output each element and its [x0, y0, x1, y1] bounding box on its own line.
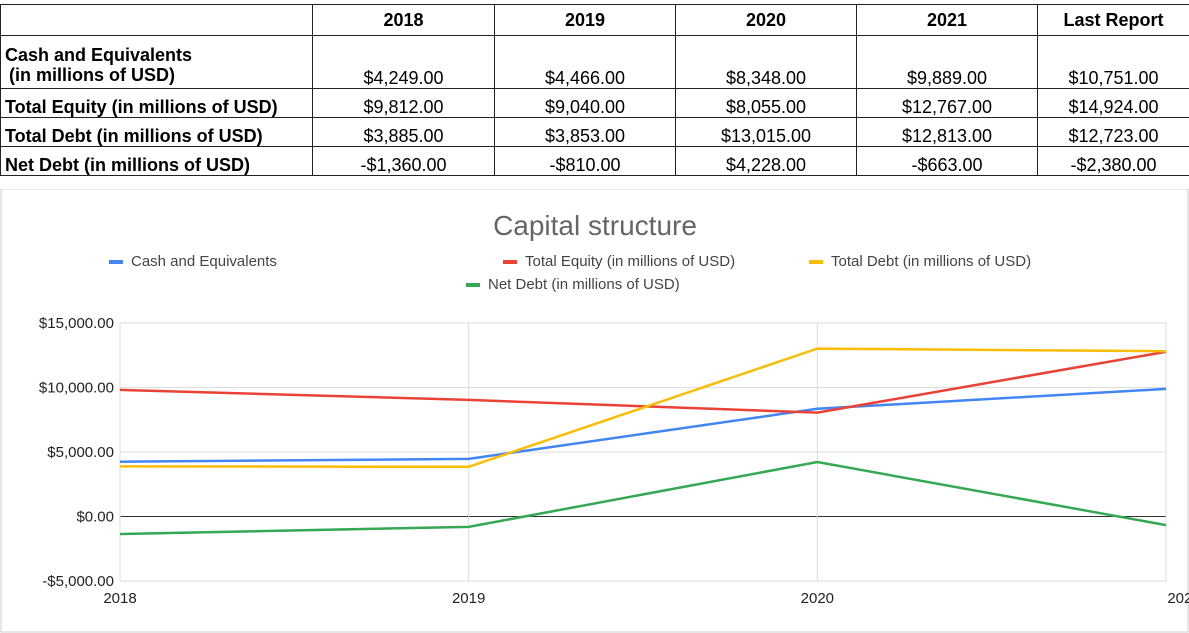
x-tick-label: 2020	[801, 590, 834, 607]
table-cell: $12,723.00	[1037, 117, 1189, 147]
y-tick-label: $10,000.00	[39, 380, 114, 397]
y-tick-label: $0.00	[76, 509, 114, 526]
x-axis: 2018 2019 2020 2021	[103, 590, 1189, 607]
table-cell: $12,813.00	[856, 117, 1038, 147]
table-cell: $9,889.00	[856, 35, 1038, 89]
table-cell: $10,751.00	[1037, 35, 1189, 89]
row-label: Total Debt (in millions of USD)	[0, 117, 313, 147]
y-axis: $15,000.00 $10,000.00 $5,000.00 $0.00 -$5,00…	[39, 315, 114, 590]
column-header: Last Report	[1037, 4, 1189, 36]
table-cell: $13,015.00	[675, 117, 857, 147]
x-tick-label: 2018	[103, 590, 136, 607]
legend-label: Cash and Equivalents	[131, 253, 277, 270]
x-tick-label: 2021	[1167, 590, 1189, 607]
legend-label: Total Equity (in millions of USD)	[525, 253, 735, 270]
y-tick-label: -$5,000.00	[42, 573, 114, 590]
chart-legend: Cash and Equivalents Total Equity (in mil…	[109, 253, 1031, 293]
series-line	[119, 347, 1167, 469]
table-row: Cash and Equivalents (in millions of USD…	[0, 35, 1189, 89]
table-cell: $4,466.00	[494, 35, 676, 89]
legend-swatch	[466, 283, 480, 287]
table-cell: -$2,380.00	[1037, 146, 1189, 176]
header-corner-cell	[0, 4, 313, 36]
table-cell: $3,885.00	[312, 117, 495, 147]
table-cell: $9,040.00	[494, 88, 676, 118]
table-row: Total Equity (in millions of USD) $9,812…	[0, 88, 1189, 118]
legend-swatch	[503, 260, 517, 264]
table-cell: -$663.00	[856, 146, 1038, 176]
series-line	[119, 460, 1167, 536]
table-cell: $8,348.00	[675, 35, 857, 89]
y-tick-label: $5,000.00	[47, 444, 114, 461]
x-tick-label: 2019	[452, 590, 485, 607]
chart-title: Capital structure	[493, 210, 697, 241]
row-label: Total Equity (in millions of USD)	[0, 88, 313, 118]
table-cell: $4,249.00	[312, 35, 495, 89]
table-cell: $3,853.00	[494, 117, 676, 147]
legend-swatch	[809, 260, 823, 264]
table-cell: -$810.00	[494, 146, 676, 176]
table-cell: $4,228.00	[675, 146, 857, 176]
chart-grid	[119, 322, 1167, 582]
legend-label: Total Debt (in millions of USD)	[831, 253, 1031, 270]
capital-structure-chart: Capital structure Cash and Equivalents To…	[0, 189, 1189, 633]
table-row: Net Debt (in millions of USD) -$1,360.00…	[0, 146, 1189, 176]
table-cell: -$1,360.00	[312, 146, 495, 176]
column-header: 2020	[675, 4, 857, 36]
table-cell: $12,767.00	[856, 88, 1038, 118]
financial-table: 2018 2019 2020 2021 Last Report Cash and…	[0, 4, 1189, 176]
row-label: Cash and Equivalents (in millions of USD…	[0, 35, 313, 89]
row-label-line: Cash and Equivalents	[5, 45, 193, 65]
series-line	[119, 350, 1167, 414]
row-label-line: (in millions of USD)	[9, 65, 175, 85]
y-tick-label: $15,000.00	[39, 315, 114, 332]
series-line	[119, 387, 1167, 463]
table-cell: $9,812.00	[312, 88, 495, 118]
legend-swatch	[109, 260, 123, 264]
chart-frame	[0, 189, 1189, 633]
table-header-row: 2018 2019 2020 2021 Last Report	[0, 4, 1189, 36]
legend-label: Net Debt (in millions of USD)	[488, 276, 680, 293]
column-header: 2021	[856, 4, 1038, 36]
column-header: 2018	[312, 4, 495, 36]
row-label: Net Debt (in millions of USD)	[0, 146, 313, 176]
table-row: Total Debt (in millions of USD) $3,885.0…	[0, 117, 1189, 147]
chart-series	[119, 347, 1167, 536]
table-cell: $14,924.00	[1037, 88, 1189, 118]
column-header: 2019	[494, 4, 676, 36]
table-cell: $8,055.00	[675, 88, 857, 118]
